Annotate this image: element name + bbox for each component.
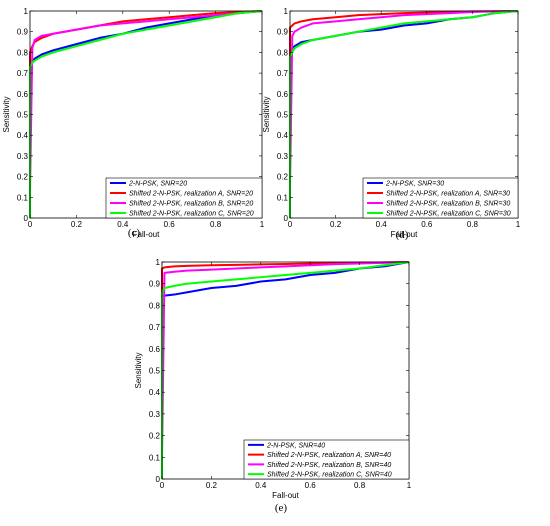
y-tick-label: 0.9 (277, 28, 289, 37)
chart-panel-1: 0 0.2 0.4 0.6 0.8 1 0 0.1 0.2 0.3 0.4 0.5 0.6 0.7 0.8 0… (2, 7, 265, 239)
y-tick-label: 1 (156, 258, 161, 267)
legend-box (243, 439, 410, 480)
y-tick-label: 0.3 (149, 410, 161, 419)
x-axis-label: Fall-out (133, 230, 160, 239)
legend-entry: Shifted 2-N-PSK, realization A, SNR=20 (129, 191, 253, 198)
y-tick-label: 0.8 (17, 48, 29, 57)
x-tick-label: 0.8 (210, 220, 222, 229)
legend-entry: 2-N-PSK, SNR=40 (266, 442, 325, 449)
y-tick-label: 0.4 (277, 131, 289, 140)
y-tick-label: 0 (156, 475, 161, 484)
legend-entry: 2-N-PSK, SNR=20 (128, 181, 187, 188)
y-tick-label: 0.3 (17, 152, 29, 161)
y-axis-label: Sensitivity (262, 96, 271, 132)
legend-entry: Shifted 2-N-PSK, realization A, SNR=30 (386, 191, 510, 198)
panel-caption: (c) (128, 227, 141, 239)
panel-caption: (d) (396, 229, 409, 241)
legend: 2-N-PSK, SNR=20 Shifted 2-N-PSK, realizat… (105, 177, 263, 219)
x-tick-label: 0.4 (255, 481, 267, 490)
x-axis-label: Fall-out (272, 491, 299, 500)
legend-entry: Shifted 2-N-PSK, realization C, SNR=30 (386, 211, 511, 218)
x-tick-label: 1 (260, 220, 265, 229)
chart-panel-2: 0 0.2 0.4 0.6 0.8 1 0 0.1 0.2 0.3 0.4 0.5 0.6 0.7 0.8 0… (262, 7, 521, 241)
y-tick-label: 0.5 (17, 111, 29, 120)
legend: 2-N-PSK, SNR=40 Shifted 2-N-PSK, realizat… (243, 439, 410, 480)
legend: 2-N-PSK, SNR=30 Shifted 2-N-PSK, realizat… (362, 177, 519, 219)
y-tick-label: 1 (284, 7, 289, 16)
legend-entry: 2-N-PSK, SNR=30 (385, 181, 444, 188)
y-tick-label: 1 (24, 7, 29, 16)
y-tick-label: 0.6 (149, 345, 161, 354)
series-line-3 (29, 10, 263, 218)
legend-box (362, 177, 519, 219)
series-line-3 (289, 10, 519, 218)
y-tick-label: 0.7 (149, 323, 161, 332)
x-tick-label: 1 (516, 220, 521, 229)
y-tick-label: 0.9 (17, 28, 29, 37)
x-tick-label: 0.8 (354, 481, 366, 490)
x-tick-label: 0.2 (206, 481, 218, 490)
y-tick-label: 0.3 (277, 152, 289, 161)
y-tick-label: 0.7 (17, 69, 29, 78)
legend-entry: Shifted 2-N-PSK, realization B, SNR=30 (386, 201, 510, 208)
x-tick-label: 0.6 (305, 481, 317, 490)
y-tick-label: 0 (24, 214, 29, 223)
legend-box (105, 177, 263, 219)
x-tick-label: 0.4 (117, 220, 129, 229)
x-tick-label: 0.6 (164, 220, 176, 229)
series-line-3 (161, 261, 410, 479)
x-axis-label: Fall-out (391, 230, 418, 239)
x-tick-label: 0.8 (467, 220, 479, 229)
series-line-4 (29, 10, 263, 218)
y-tick-label: 0.2 (17, 173, 29, 182)
chart-panel-3: 0 0.2 0.4 0.6 0.8 1 0 0.1 0.2 0.3 0.4 0.5 0.6 0.7 0.8 0… (134, 258, 412, 514)
y-tick-label: 0.8 (149, 301, 161, 310)
x-tick-label: 0.6 (421, 220, 433, 229)
y-tick-label: 0 (284, 214, 289, 223)
legend-entry: Shifted 2-N-PSK, realization C, SNR=40 (267, 472, 392, 479)
y-tick-label: 0.4 (17, 131, 29, 140)
y-tick-label: 0.6 (277, 90, 289, 99)
y-tick-label: 0.2 (277, 173, 289, 182)
y-tick-label: 0.5 (277, 111, 289, 120)
series-line-4 (289, 10, 519, 218)
x-tick-label: 0 (160, 481, 165, 490)
panel-caption: (e) (275, 502, 288, 514)
x-tick-label: 0.4 (376, 220, 388, 229)
x-tick-label: 1 (407, 481, 412, 490)
y-tick-label: 0.1 (17, 193, 29, 202)
legend-entry: Shifted 2-N-PSK, realization B, SNR=20 (129, 201, 253, 208)
x-tick-label: 0 (28, 220, 33, 229)
y-tick-label: 0.5 (149, 367, 161, 376)
legend-entry: Shifted 2-N-PSK, realization C, SNR=20 (129, 211, 254, 218)
y-tick-label: 0.1 (149, 453, 161, 462)
legend-entry: Shifted 2-N-PSK, realization B, SNR=40 (267, 462, 391, 469)
x-tick-label: 0.2 (330, 220, 342, 229)
y-tick-label: 0.9 (149, 280, 161, 289)
y-tick-label: 0.6 (17, 90, 29, 99)
x-tick-label: 0 (288, 220, 293, 229)
y-axis-label: Sensitivity (2, 96, 11, 132)
y-tick-label: 0.2 (149, 432, 161, 441)
y-tick-label: 0.7 (277, 69, 289, 78)
legend-entry: Shifted 2-N-PSK, realization A, SNR=40 (267, 452, 391, 459)
series-line-4 (161, 261, 410, 479)
x-tick-label: 0.2 (71, 220, 83, 229)
y-tick-label: 0.4 (149, 388, 161, 397)
y-tick-label: 0.8 (277, 48, 289, 57)
y-tick-label: 0.1 (277, 193, 289, 202)
y-axis-label: Sensitivity (134, 352, 143, 388)
